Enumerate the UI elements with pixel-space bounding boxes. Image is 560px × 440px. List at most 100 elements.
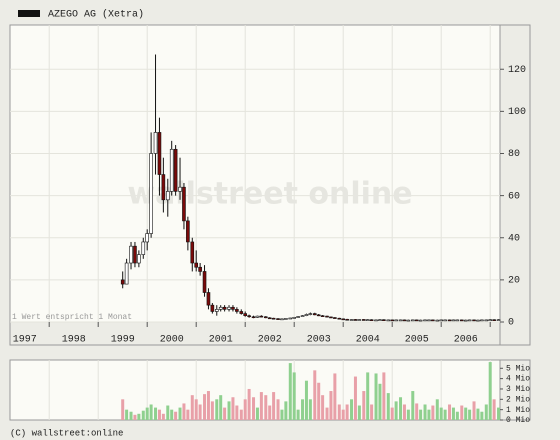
candle-body	[341, 318, 346, 321]
volume-bar	[484, 404, 488, 420]
volume-bar	[460, 405, 464, 420]
candle-body	[390, 319, 395, 322]
candle-body	[239, 311, 244, 314]
volume-bar	[350, 399, 354, 420]
volume-bar	[210, 401, 214, 420]
volume-bar	[268, 405, 272, 420]
candle-body	[129, 245, 133, 264]
candle-body	[447, 319, 452, 322]
volume-bar	[448, 404, 452, 420]
volume-bar	[333, 373, 337, 420]
x-tick-label: 1997	[13, 335, 37, 346]
candle-body	[480, 319, 484, 322]
volume-bar	[402, 404, 406, 420]
volume-bar	[243, 399, 247, 420]
volume-bar	[141, 410, 145, 420]
candle-body	[455, 319, 460, 322]
volume-bar	[455, 411, 459, 420]
candle-body	[423, 319, 427, 322]
candle-body	[161, 174, 166, 201]
volume-bar	[174, 411, 178, 420]
volume-bar	[337, 404, 341, 420]
candle-body	[231, 306, 235, 310]
candle-body	[365, 319, 370, 321]
candle-body	[443, 319, 447, 322]
candle-body	[386, 319, 391, 322]
candle-body	[488, 319, 493, 321]
volume-bar	[125, 409, 129, 420]
volume-bar	[194, 399, 198, 420]
candle-body	[439, 319, 444, 322]
candle-body	[353, 319, 358, 321]
candle-body	[382, 319, 386, 321]
volume-y-tick-label: 0 Mio	[506, 416, 530, 425]
volume-bar	[203, 394, 207, 420]
volume-bar	[374, 373, 378, 420]
volume-bar	[443, 409, 447, 420]
candle-body	[300, 315, 305, 317]
volume-bar	[247, 388, 251, 420]
volume-bar	[427, 409, 431, 420]
candle-body	[345, 318, 349, 321]
y-tick-label: 0	[508, 318, 514, 329]
volume-y-tick-label: 5 Mio	[506, 364, 530, 373]
volume-bar	[186, 409, 190, 420]
volume-bar	[198, 404, 202, 420]
volume-bar	[480, 411, 484, 420]
candle-body	[316, 314, 321, 317]
candle-body	[467, 319, 472, 322]
candle-body	[186, 220, 190, 243]
y-tick-label: 80	[508, 149, 520, 160]
annotation: 1 Wert entspricht 1 Monat	[12, 313, 132, 322]
candle-body	[378, 319, 382, 321]
volume-bar	[280, 409, 284, 420]
candle-body	[271, 317, 276, 320]
candle-body	[235, 309, 239, 312]
volume-bar	[259, 392, 263, 420]
volume-bar	[341, 409, 345, 420]
candle-body	[133, 245, 137, 264]
candle-body	[410, 319, 415, 322]
volume-bar	[170, 409, 174, 420]
candle-body	[459, 319, 464, 322]
volume-bar	[357, 405, 361, 420]
volume-bar	[137, 413, 141, 420]
candle-body	[284, 318, 288, 320]
candle-body	[251, 316, 256, 319]
volume-bar	[264, 395, 268, 420]
candle-body	[259, 315, 264, 318]
candle-body	[169, 148, 174, 192]
volume-bar	[166, 405, 170, 420]
volume-bar	[399, 397, 403, 420]
candle-body	[243, 313, 247, 316]
volume-bar	[252, 397, 256, 420]
candle-body	[451, 319, 456, 322]
volume-bar	[411, 391, 415, 420]
x-tick-label: 2004	[356, 335, 380, 346]
candle-body	[292, 317, 297, 319]
volume-bar	[231, 397, 235, 420]
volume-bar	[476, 408, 480, 420]
candle-body	[124, 262, 129, 285]
volume-bar	[178, 407, 182, 420]
candle-body	[120, 279, 125, 285]
volume-y-tick-label: 3 Mio	[506, 385, 530, 394]
volume-bar	[206, 391, 210, 420]
candle-body	[280, 318, 284, 321]
volume-bar	[435, 399, 439, 420]
volume-bar	[497, 407, 501, 420]
candle-body	[210, 304, 215, 312]
candle-body	[329, 316, 333, 319]
volume-bar	[296, 409, 300, 420]
candle-body	[263, 316, 268, 319]
volume-bar	[468, 409, 472, 420]
candle-body	[427, 319, 431, 322]
volume-bar	[149, 404, 153, 420]
axis-frame	[499, 24, 531, 346]
volume-bar	[406, 409, 410, 420]
x-tick-label: 2006	[454, 335, 478, 346]
x-tick-label: 2002	[258, 335, 282, 346]
candle-body	[153, 132, 158, 154]
candle-body	[255, 315, 260, 318]
volume-bar	[415, 403, 419, 420]
